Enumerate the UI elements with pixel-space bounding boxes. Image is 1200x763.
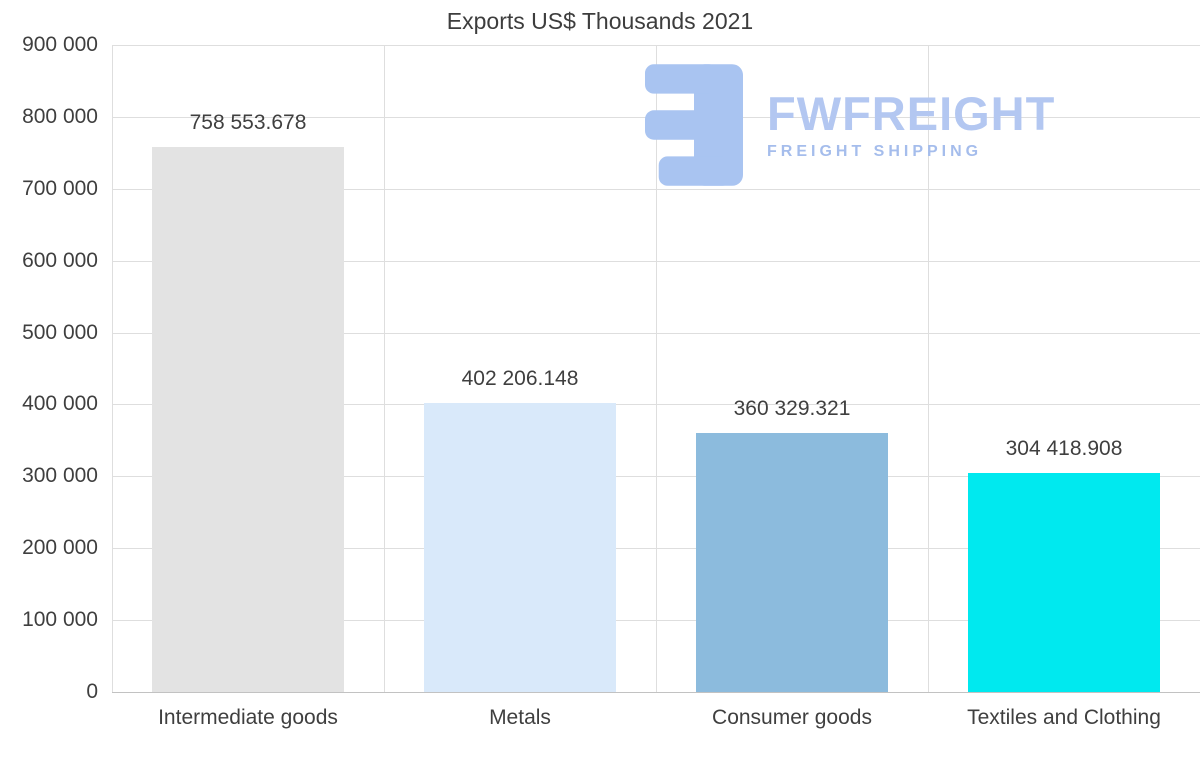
bar-value-label: 758 553.678 [189,111,307,134]
brand-text: FWFREIGHT FREIGHT SHIPPING [767,89,1077,160]
bar-consumer-goods [696,433,888,692]
watermark: FWFREIGHT FREIGHT SHIPPING [645,64,1077,186]
chart-title: Exports US$ Thousands 2021 [446,8,754,34]
brand-tagline: FREIGHT SHIPPING [767,142,983,160]
y-axis-tick-label: 100 000 [22,608,98,632]
bar-value-label: 402 206.148 [461,367,579,390]
y-axis-tick-label: 500 000 [22,320,98,344]
y-axis-tick-label: 600 000 [22,248,98,272]
brand-logo-icon [645,64,743,186]
y-axis-tick-label: 200 000 [22,536,98,560]
x-axis-category-label: Intermediate goods [158,706,338,729]
y-axis-line [112,45,113,692]
gridline-vertical [928,45,929,692]
bar-intermediate-goods [152,147,344,692]
gridline-horizontal [112,692,1200,693]
gridline-vertical [384,45,385,692]
x-axis-category-label: Textiles and Clothing [967,706,1161,729]
y-axis-tick-label: 400 000 [22,392,98,416]
y-axis-tick-label: 0 [86,680,98,703]
bar-value-label: 304 418.908 [1005,437,1123,460]
brand-name: FWFREIGHT [767,87,1056,141]
bar-metals [424,403,616,692]
x-axis-category-label: Metals [489,706,551,729]
y-axis-tick-label: 800 000 [22,104,98,128]
bar-value-label: 360 329.321 [733,397,851,420]
bar-textiles-and-clothing [968,473,1160,692]
gridline-vertical [656,45,657,692]
x-axis-category-label: Consumer goods [712,706,872,729]
y-axis-tick-label: 300 000 [22,464,98,488]
y-axis-tick-label: 900 000 [22,33,98,56]
y-axis-tick-label: 700 000 [22,176,98,200]
